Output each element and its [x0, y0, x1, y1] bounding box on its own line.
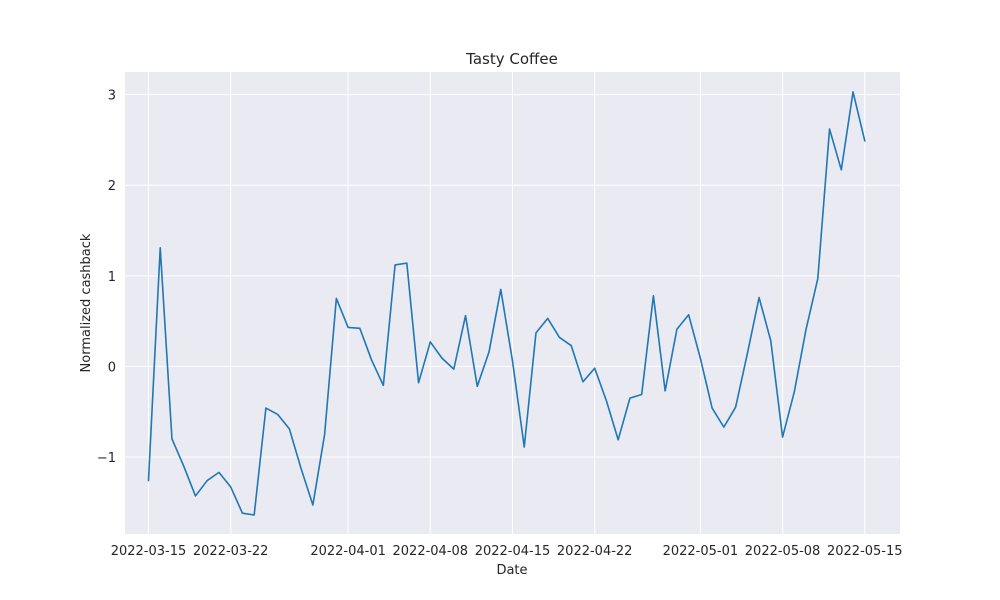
y-axis-label: Normalized cashback: [79, 233, 94, 372]
y-tick-label: 0: [108, 360, 116, 375]
x-tick-label: 2022-05-08: [745, 544, 821, 559]
x-tick-label: 2022-04-08: [393, 544, 469, 559]
x-tick-label: 2022-05-15: [827, 544, 903, 559]
x-tick-label: 2022-05-01: [663, 544, 739, 559]
y-tick-label: 3: [108, 89, 116, 104]
x-tick-label: 2022-04-22: [557, 544, 633, 559]
tick-labels: 2022-03-15 2022-03-22 2022-04-01 2022-04-08…: [97, 89, 903, 559]
series-line: [147, 91, 866, 516]
x-tick-label: 2022-04-01: [310, 544, 386, 559]
x-axis-label: Date: [496, 563, 527, 578]
y-tick-label: 1: [108, 270, 116, 285]
x-tick-label: 2022-03-22: [193, 544, 269, 559]
y-tick-label: −1: [97, 451, 116, 466]
chart-title: Tasty Coffee: [465, 50, 558, 68]
y-tick-label: 2: [108, 179, 116, 194]
x-tick-label: 2022-04-15: [475, 544, 551, 559]
x-tick-label: 2022-03-15: [111, 544, 187, 559]
